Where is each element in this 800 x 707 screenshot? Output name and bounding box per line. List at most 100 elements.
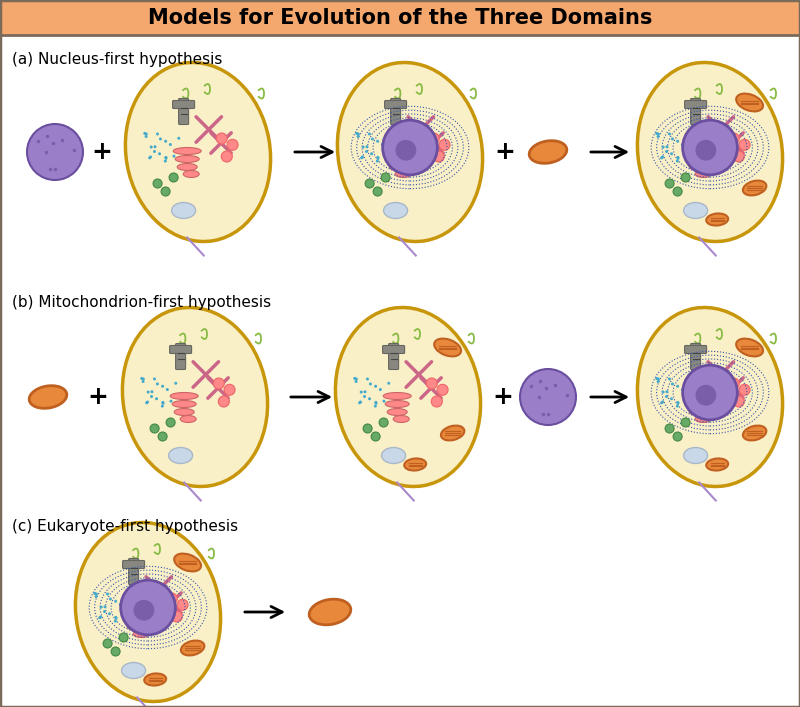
Circle shape: [665, 424, 674, 433]
Circle shape: [148, 156, 151, 159]
Circle shape: [676, 401, 679, 404]
Text: +: +: [494, 140, 515, 164]
Circle shape: [381, 143, 384, 146]
Circle shape: [660, 156, 663, 159]
Circle shape: [177, 600, 188, 610]
Circle shape: [374, 385, 377, 387]
Ellipse shape: [127, 624, 147, 631]
Circle shape: [676, 160, 679, 163]
Ellipse shape: [125, 616, 149, 622]
Ellipse shape: [743, 180, 766, 195]
Circle shape: [376, 156, 379, 159]
Circle shape: [162, 402, 165, 405]
Circle shape: [366, 145, 369, 148]
Ellipse shape: [384, 202, 407, 218]
Circle shape: [94, 592, 96, 595]
Ellipse shape: [706, 214, 728, 226]
Ellipse shape: [180, 416, 196, 423]
Circle shape: [387, 382, 390, 385]
Circle shape: [685, 155, 687, 158]
Circle shape: [370, 152, 373, 156]
Circle shape: [682, 365, 738, 420]
FancyBboxPatch shape: [685, 100, 706, 108]
Circle shape: [426, 378, 438, 389]
Circle shape: [354, 380, 358, 383]
Text: (c) Eukaryote-first hypothesis: (c) Eukaryote-first hypothesis: [12, 519, 238, 534]
Circle shape: [665, 150, 668, 153]
Ellipse shape: [404, 458, 426, 471]
Circle shape: [657, 378, 660, 380]
Ellipse shape: [175, 156, 199, 163]
Circle shape: [365, 179, 374, 188]
FancyBboxPatch shape: [129, 559, 138, 585]
Circle shape: [161, 404, 164, 408]
Circle shape: [103, 639, 112, 648]
Ellipse shape: [385, 148, 413, 155]
Ellipse shape: [174, 409, 194, 416]
Circle shape: [374, 401, 378, 404]
Circle shape: [657, 135, 659, 138]
Circle shape: [728, 133, 739, 144]
Circle shape: [690, 382, 692, 385]
Circle shape: [216, 133, 227, 144]
Circle shape: [377, 157, 379, 160]
Circle shape: [728, 378, 739, 389]
Circle shape: [169, 143, 172, 146]
Ellipse shape: [29, 386, 67, 409]
Ellipse shape: [434, 339, 461, 356]
Circle shape: [661, 156, 664, 158]
Ellipse shape: [395, 170, 411, 177]
Ellipse shape: [338, 62, 482, 242]
FancyBboxPatch shape: [385, 100, 406, 108]
Circle shape: [361, 156, 364, 158]
Circle shape: [739, 139, 750, 151]
Text: +: +: [91, 140, 113, 164]
Circle shape: [156, 382, 159, 385]
Ellipse shape: [736, 339, 763, 356]
Ellipse shape: [144, 674, 166, 686]
Circle shape: [685, 399, 687, 402]
Circle shape: [381, 173, 390, 182]
Circle shape: [371, 137, 374, 141]
Circle shape: [156, 132, 159, 136]
Ellipse shape: [685, 392, 714, 399]
Circle shape: [145, 135, 147, 138]
Circle shape: [428, 133, 439, 144]
Circle shape: [681, 418, 690, 427]
Circle shape: [158, 152, 161, 156]
Circle shape: [668, 132, 671, 136]
Circle shape: [145, 402, 148, 404]
Circle shape: [140, 377, 143, 380]
Circle shape: [127, 597, 130, 600]
Ellipse shape: [173, 148, 202, 155]
Circle shape: [122, 614, 126, 618]
Circle shape: [376, 140, 379, 143]
Circle shape: [366, 378, 369, 380]
Ellipse shape: [638, 62, 782, 242]
Ellipse shape: [683, 202, 707, 218]
Ellipse shape: [683, 448, 707, 464]
Circle shape: [676, 385, 679, 387]
Circle shape: [106, 592, 109, 595]
Circle shape: [108, 612, 111, 615]
Ellipse shape: [389, 163, 409, 170]
Circle shape: [159, 137, 162, 141]
Circle shape: [158, 432, 167, 441]
Text: +: +: [493, 385, 514, 409]
Circle shape: [100, 606, 102, 609]
Circle shape: [681, 388, 684, 391]
Circle shape: [161, 187, 170, 196]
FancyBboxPatch shape: [690, 98, 701, 124]
Circle shape: [376, 160, 379, 163]
Circle shape: [114, 600, 117, 603]
FancyBboxPatch shape: [390, 98, 401, 124]
Circle shape: [359, 400, 362, 404]
Circle shape: [357, 135, 359, 138]
Circle shape: [681, 143, 684, 146]
Circle shape: [374, 402, 378, 405]
Circle shape: [150, 424, 159, 433]
Ellipse shape: [335, 308, 481, 486]
Ellipse shape: [169, 448, 193, 464]
Circle shape: [382, 399, 386, 402]
Circle shape: [153, 150, 156, 153]
